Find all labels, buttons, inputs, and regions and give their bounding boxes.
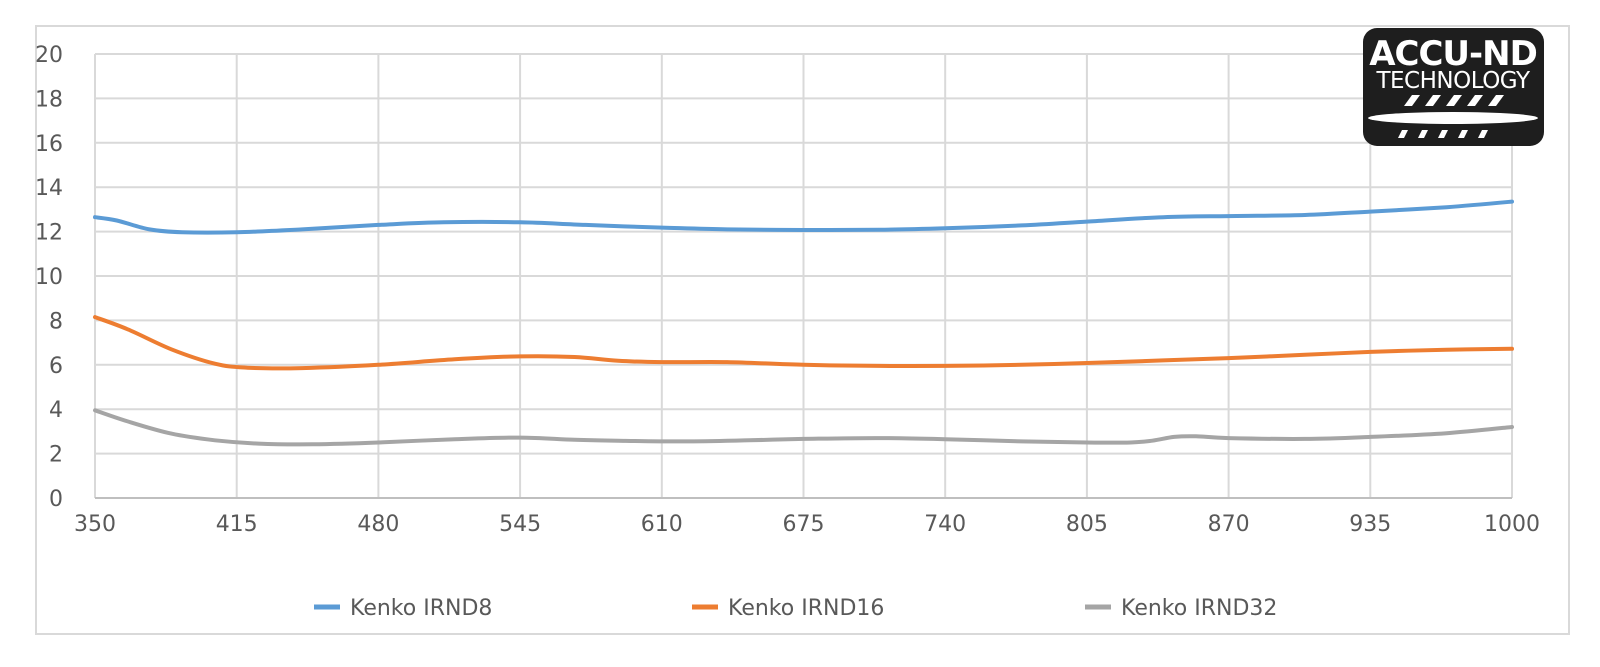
x-tick-label: 675 xyxy=(783,512,825,537)
legend-item-2: Kenko IRND16 xyxy=(692,596,884,621)
y-tick-label: 0 xyxy=(49,487,63,512)
x-tick-label: 415 xyxy=(216,512,258,537)
x-tick-label: 935 xyxy=(1349,512,1391,537)
y-tick-label: 8 xyxy=(49,309,63,334)
x-tick-label: 1000 xyxy=(1484,512,1540,537)
y-tick-label: 4 xyxy=(49,398,63,423)
x-tick-label: 480 xyxy=(357,512,399,537)
accu-nd-technology-logo: ACCU-ND TECHNOLOGY xyxy=(1363,28,1544,146)
x-axis-tick-labels: 350 415 480 545 610 675 740 805 870 935 1000 xyxy=(74,512,1540,537)
series-line-1 xyxy=(93,199,1514,235)
y-tick-label: 6 xyxy=(49,354,63,379)
legend-label: Kenko IRND32 xyxy=(1121,596,1277,621)
logo-text-technology: TECHNOLOGY xyxy=(1375,68,1531,94)
logo-reflection-icon xyxy=(1398,130,1488,138)
x-tick-label: 805 xyxy=(1066,512,1108,537)
y-tick-label: 20 xyxy=(35,43,63,68)
logo-lens-icon xyxy=(1368,112,1538,124)
y-tick-label: 16 xyxy=(35,132,63,157)
y-tick-label: 18 xyxy=(35,87,63,112)
logo-stripes-icon xyxy=(1404,95,1504,106)
x-tick-label: 350 xyxy=(74,512,116,537)
gridlines xyxy=(94,53,1513,498)
logo-text-accu-nd: ACCU-ND xyxy=(1369,34,1537,74)
y-tick-label: 12 xyxy=(35,221,63,246)
x-tick-label: 610 xyxy=(641,512,683,537)
x-tick-label: 545 xyxy=(499,512,541,537)
legend-item-1: Kenko IRND8 xyxy=(314,596,492,621)
legend-label: Kenko IRND8 xyxy=(350,596,492,621)
series-line-3 xyxy=(93,408,1514,447)
y-tick-label: 2 xyxy=(49,443,63,468)
x-tick-label: 870 xyxy=(1208,512,1250,537)
legend-label: Kenko IRND16 xyxy=(728,596,884,621)
legend: Kenko IRND8 Kenko IRND16 Kenko IRND32 xyxy=(314,596,1277,621)
y-tick-label: 10 xyxy=(35,265,63,290)
y-axis-tick-labels: 0 2 4 6 8 10 12 14 16 18 20 xyxy=(35,43,63,512)
series-layer xyxy=(93,199,1514,447)
series-line-2 xyxy=(93,315,1514,371)
chart-frame xyxy=(35,25,1570,635)
y-tick-label: 14 xyxy=(35,176,63,201)
x-tick-label: 740 xyxy=(924,512,966,537)
legend-item-3: Kenko IRND32 xyxy=(1085,596,1277,621)
